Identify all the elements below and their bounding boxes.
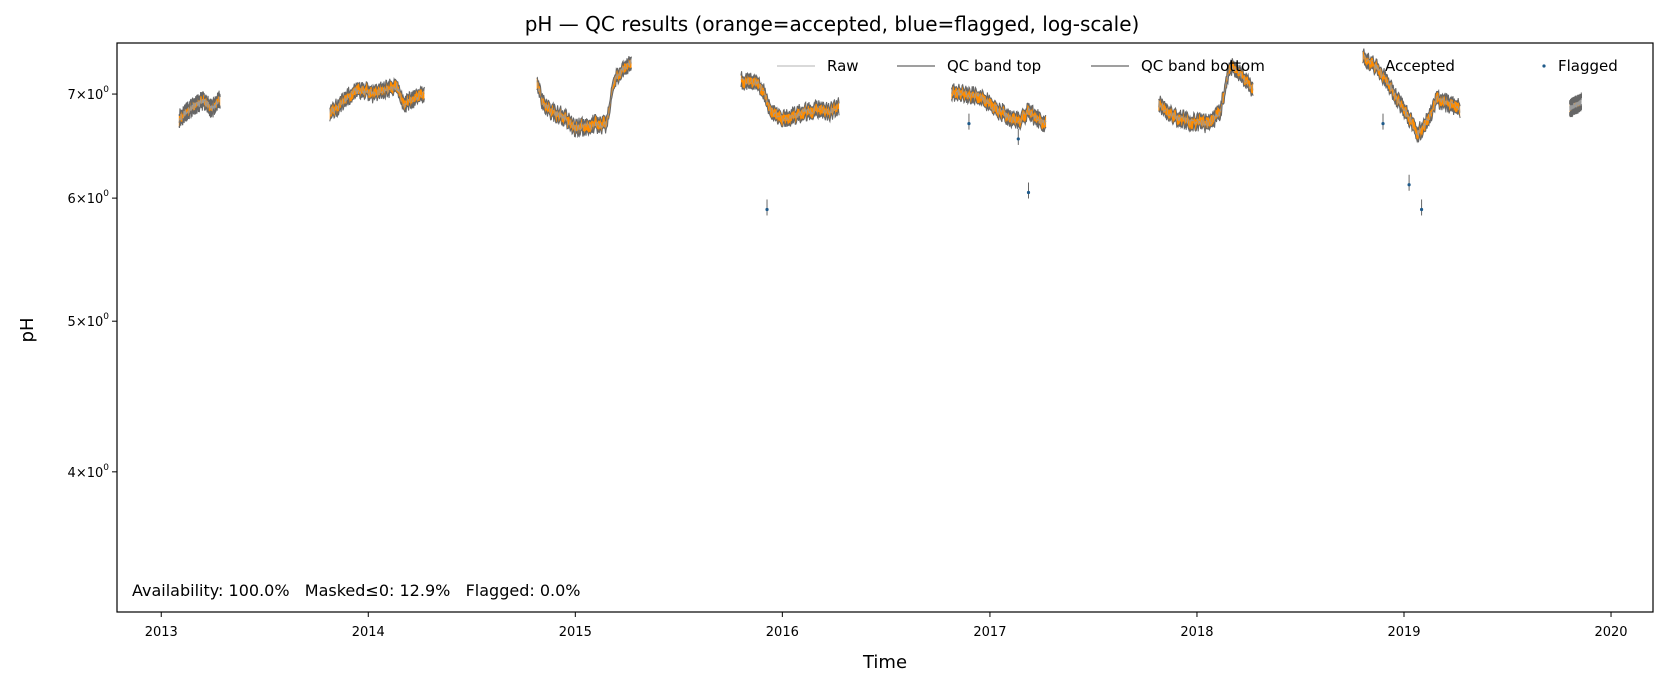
raw-line bbox=[1362, 52, 1461, 137]
raw-line bbox=[329, 82, 425, 115]
accepted-segment bbox=[740, 71, 840, 128]
qc-band-bottom bbox=[536, 67, 632, 138]
x-tick-label: 2020 bbox=[1594, 625, 1627, 640]
accepted-segment bbox=[329, 76, 425, 122]
accepted-segment bbox=[1158, 58, 1254, 134]
qc-band-bottom bbox=[178, 102, 221, 129]
legend-label: QC band bottom bbox=[1141, 57, 1265, 75]
y-tick-label: 4×100 bbox=[68, 463, 110, 481]
x-tick-label: 2014 bbox=[352, 625, 385, 640]
flagged-point bbox=[1407, 183, 1411, 187]
x-tick-label: 2013 bbox=[145, 625, 178, 640]
flagged-point bbox=[967, 122, 971, 126]
qc-band-bottom bbox=[329, 88, 425, 122]
qc-band-bottom bbox=[950, 94, 1047, 133]
qc-band-bottom bbox=[1362, 59, 1461, 144]
y-tick-label: 5×100 bbox=[68, 312, 110, 330]
x-tick-label: 2018 bbox=[1180, 625, 1213, 640]
accepted-segment bbox=[950, 83, 1047, 133]
y-axis-title: pH bbox=[17, 318, 38, 343]
qc-band-bottom bbox=[1569, 104, 1582, 118]
y-tick-label: 6×100 bbox=[68, 189, 110, 207]
accepted-band-fill bbox=[740, 71, 840, 127]
qc-band-top bbox=[740, 71, 840, 116]
flagged-point bbox=[1419, 207, 1424, 212]
legend-label: QC band top bbox=[947, 57, 1041, 75]
flagged-point bbox=[765, 207, 769, 212]
qc-band-bottom bbox=[1158, 69, 1254, 134]
raw-line bbox=[951, 88, 1047, 126]
qc-band-bottom bbox=[740, 82, 840, 128]
x-tick-label: 2017 bbox=[973, 625, 1006, 640]
qc-band-top bbox=[1362, 48, 1461, 132]
qc-band-top bbox=[329, 76, 425, 110]
x-tick-label: 2019 bbox=[1387, 625, 1420, 640]
accepted-segment bbox=[1569, 92, 1582, 118]
legend-marker bbox=[1369, 64, 1373, 68]
flagged-point bbox=[1016, 137, 1020, 141]
raw-line bbox=[740, 76, 840, 124]
chart-title: pH — QC results (orange=accepted, blue=f… bbox=[525, 12, 1140, 36]
stats-annotation: Availability: 100.0% Masked≤0: 12.9% Fla… bbox=[132, 581, 580, 600]
legend-label: Accepted bbox=[1385, 57, 1455, 75]
accepted-segment bbox=[178, 90, 221, 129]
flagged-point bbox=[1381, 122, 1385, 126]
qc-band-top bbox=[1569, 92, 1582, 106]
legend-label: Flagged bbox=[1558, 57, 1618, 75]
plot-frame bbox=[116, 42, 1654, 613]
legend-marker bbox=[1542, 64, 1546, 68]
qc-band-top bbox=[950, 83, 1047, 121]
y-tick-label: 7×100 bbox=[68, 85, 110, 103]
x-tick-label: 2015 bbox=[559, 625, 592, 640]
accepted-segment bbox=[536, 56, 632, 138]
qc-band-top bbox=[536, 56, 632, 126]
legend: Raw QC band top QC band bottom Accepted Flag… bbox=[777, 57, 1618, 75]
x-tick-label: 2016 bbox=[766, 625, 799, 640]
legend-label: Raw bbox=[827, 57, 859, 75]
x-axis: 2013 2014 2015 2016 2017 2018 2019 2020 bbox=[145, 612, 1628, 640]
x-axis-title: Time bbox=[862, 652, 907, 673]
qc-band-top bbox=[1158, 58, 1254, 122]
flagged-point bbox=[1026, 190, 1031, 195]
accepted-segment bbox=[1362, 48, 1461, 144]
plot-marks bbox=[178, 48, 1582, 216]
y-axis: 4×100 5×100 6×100 7×100 bbox=[68, 85, 117, 481]
qc-band-top bbox=[178, 90, 221, 117]
